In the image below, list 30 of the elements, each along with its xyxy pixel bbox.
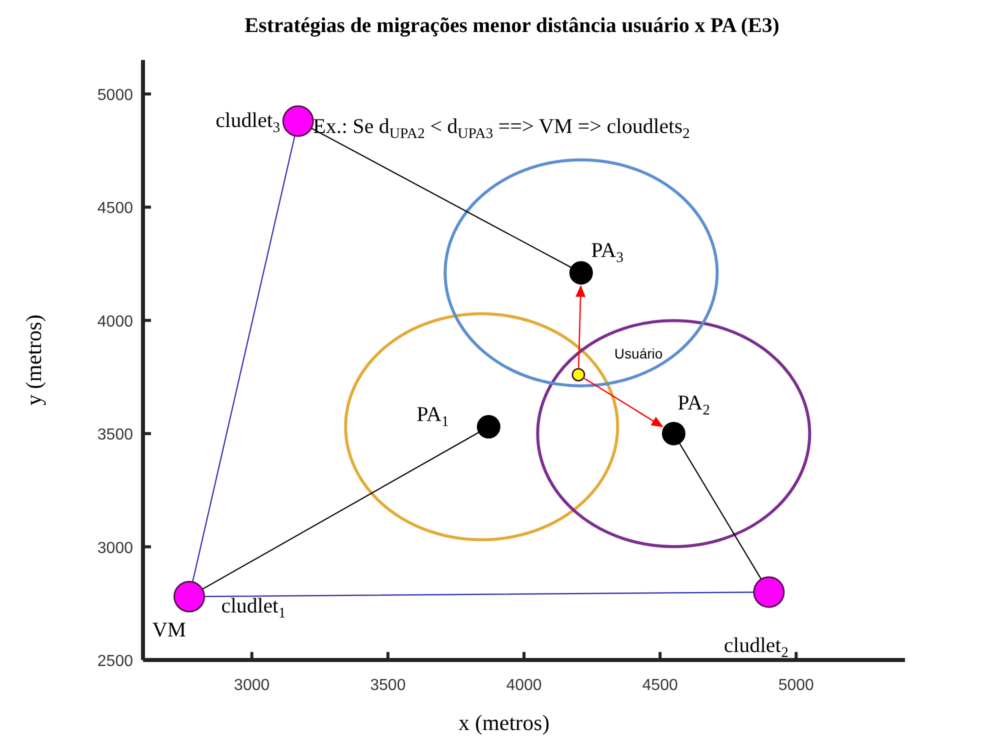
x-tick-label: 4000 — [506, 677, 542, 694]
point — [174, 580, 206, 612]
point — [282, 105, 314, 137]
point — [476, 415, 500, 439]
x-tick-label: 5000 — [778, 677, 814, 694]
annotation: PA$_{1}$ — [416, 402, 449, 430]
annotation: PA$_{2}$ — [678, 390, 710, 418]
annotation: VM — [152, 618, 186, 642]
point — [662, 422, 686, 446]
annotation: Usuário — [614, 346, 663, 362]
point — [753, 576, 785, 608]
point — [569, 261, 593, 285]
y-tick-label: 4500 — [97, 200, 134, 218]
y-axis-title: y (metros) — [21, 314, 46, 406]
x-tick-label: 3500 — [370, 677, 406, 694]
x-tick-label: 4500 — [642, 677, 678, 694]
chart-title: Estratégias de migrações menor distância usuário x PA (E3) — [244, 13, 780, 37]
annotation: Ex.: Se d$_{UPA2}$ < d$_{UPA3}$ ==> VM => cloudlets$_{2}$ — [313, 114, 690, 142]
x-axis-title: x (metros) — [458, 710, 550, 735]
y-tick-label: 3500 — [97, 426, 134, 444]
y-tick-label: 5000 — [97, 86, 134, 104]
y-tick-label: 4000 — [97, 313, 134, 330]
annotation: PA$_{3}$ — [591, 238, 624, 266]
x-tick-label: 3000 — [234, 677, 270, 694]
point — [572, 368, 586, 382]
y-tick-label: 3000 — [97, 540, 134, 557]
annotation: cludlet$_{2}$ — [724, 633, 788, 661]
annotation: cludlet$_{1}$ — [221, 594, 286, 622]
y-tick-label: 2500 — [97, 653, 134, 670]
annotation: cludlet$_{3}$ — [216, 108, 280, 136]
